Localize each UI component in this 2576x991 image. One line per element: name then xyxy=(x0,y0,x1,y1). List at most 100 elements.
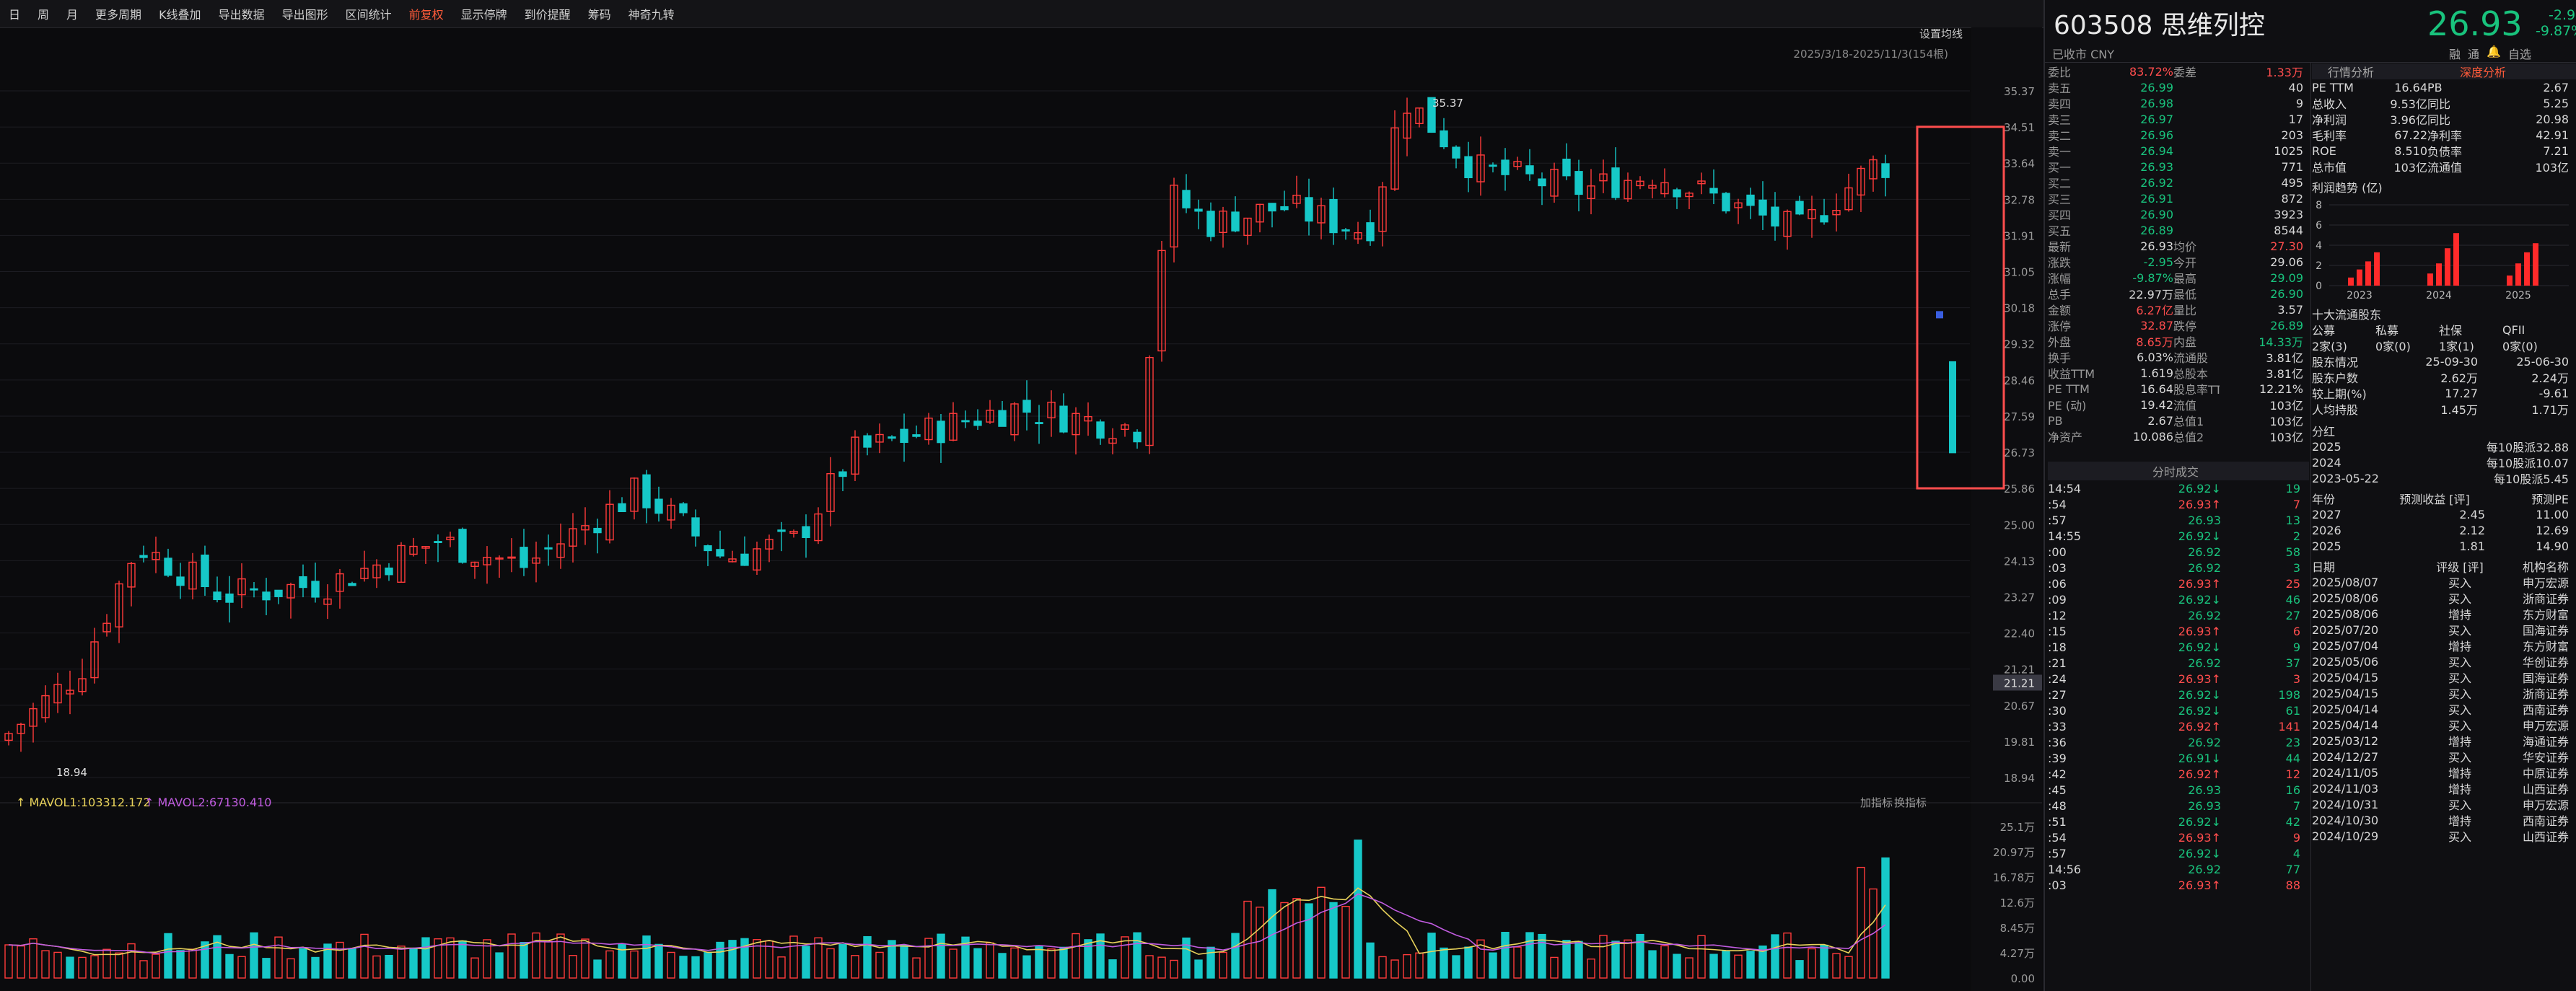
tick-row: :48 26.93 7 xyxy=(2048,798,2309,814)
volume-bar xyxy=(1881,857,1890,979)
cell: 涨跌 xyxy=(2048,256,2072,270)
cell: :00 xyxy=(2048,545,2067,559)
cell: 净利润 xyxy=(2312,113,2347,127)
cell: 14:55 xyxy=(2048,529,2082,543)
dividend-row: 2025 每10股派32.88 xyxy=(2312,439,2576,455)
cell: 机构名称 xyxy=(2522,560,2569,574)
volume-bar xyxy=(139,960,148,979)
selection-box xyxy=(1916,125,2005,490)
volume-bar xyxy=(789,935,798,979)
cell: 103亿 xyxy=(2393,161,2427,175)
candle-body xyxy=(397,545,406,583)
toolbar-item[interactable]: 显示停牌 xyxy=(460,8,507,22)
volume-bar xyxy=(900,945,908,979)
candle-body xyxy=(1795,201,1804,215)
rating-row: 2024/10/31 买入 申万宏源 xyxy=(2312,796,2576,813)
cell: 26.92↓ xyxy=(2178,481,2221,496)
price-tick-label: 25.00 xyxy=(2004,519,2035,532)
volume-bar xyxy=(1133,932,1142,979)
candle-body xyxy=(1403,113,1411,139)
candle-body xyxy=(1820,215,1828,223)
rating-row: 2025/04/15 买入 国海证券 xyxy=(2312,669,2576,686)
cell: 量比 xyxy=(2173,304,2197,317)
cell: 26.93 xyxy=(2140,159,2173,174)
candle-body xyxy=(1427,97,1436,133)
cell: 26.93↑ xyxy=(2178,878,2221,892)
price-tick-label: 31.91 xyxy=(2004,229,2035,242)
candle-body xyxy=(127,563,136,588)
volume-bar xyxy=(1366,942,1375,979)
cell: :45 xyxy=(2048,783,2067,797)
cell: 26.93↑ xyxy=(2178,497,2221,511)
cell: 同比 xyxy=(2427,97,2451,111)
cell: 买入 xyxy=(2448,624,2471,638)
tick-row: :51 26.92↓ 42 xyxy=(2048,814,2309,829)
toolbar-item[interactable]: 导出数据 xyxy=(218,8,265,22)
cell: 26.92↓ xyxy=(2178,846,2221,860)
stat-row: PE TTM 16.64股息率TTM 12.21% xyxy=(2048,381,2309,397)
toolbar-item[interactable]: 导出图形 xyxy=(281,8,328,22)
candle-body xyxy=(1059,405,1068,433)
cell: 1.619 xyxy=(2140,366,2173,380)
tick-row: :33 26.92↑ 141 xyxy=(2048,718,2309,734)
candle-body xyxy=(937,420,945,444)
vol-tick-label: 12.6万 xyxy=(2000,897,2035,909)
price-tick-label: 26.73 xyxy=(2004,446,2035,459)
analysis-tab[interactable]: 深度分析 xyxy=(2460,66,2507,79)
cell: 12.69 xyxy=(2536,523,2569,537)
toolbar-item[interactable]: 月 xyxy=(66,8,79,22)
toolbar-item[interactable]: 更多周期 xyxy=(95,8,142,22)
cell: 东方财富 xyxy=(2522,640,2569,653)
cell: 3 xyxy=(2292,560,2300,575)
volume-bar xyxy=(1611,941,1620,979)
candle-body xyxy=(998,410,1007,427)
cell: 3.81亿 xyxy=(2266,367,2303,381)
volume-bar xyxy=(360,933,369,979)
candle-body xyxy=(1464,156,1473,179)
kline-chart[interactable]: 35.37 34.51 33.64 32.78 31.91 31.05 30.18 29.32… xyxy=(0,27,2042,991)
candle-body xyxy=(520,547,528,568)
toolbar-item[interactable]: 日 xyxy=(9,8,21,22)
cell: :33 xyxy=(2048,719,2067,734)
cell: 103亿 xyxy=(2269,399,2303,413)
cell: 1025 xyxy=(2274,144,2303,158)
toolbar-item[interactable]: 前复权 xyxy=(408,8,444,22)
volume-bar xyxy=(446,937,455,979)
dividend-row: 2024 每10股派10.07 xyxy=(2312,454,2576,471)
volume-bar xyxy=(1096,933,1105,979)
mavol1-line xyxy=(8,887,1886,956)
cell: 卖二 xyxy=(2048,129,2072,143)
toolbar-item[interactable]: K线叠加 xyxy=(159,8,201,22)
cell: 卖四 xyxy=(2048,97,2072,111)
analysis-tab[interactable]: 行情分析 xyxy=(2328,66,2375,79)
volume-bar xyxy=(1550,956,1559,979)
buy-row: 买三 26.91 872 xyxy=(2048,190,2309,207)
candle-body xyxy=(409,545,418,555)
rating-row: 2024/12/27 买入 华安证券 xyxy=(2312,749,2576,765)
buy-row: 买二 26.92 495 xyxy=(2048,175,2309,191)
watch-button[interactable]: 自选 xyxy=(2507,48,2531,61)
candle-body xyxy=(1832,210,1841,216)
price-tick-label: 28.46 xyxy=(2004,374,2035,387)
cell: :54 xyxy=(2048,497,2067,511)
toolbar-item[interactable]: 筹码 xyxy=(587,8,611,22)
volume-bar xyxy=(863,935,872,979)
candle-body xyxy=(642,474,651,508)
toolbar-item[interactable]: 神奇九转 xyxy=(628,8,675,22)
toolbar-item[interactable]: 区间统计 xyxy=(345,8,392,22)
bell-icon[interactable]: 🔔 xyxy=(2487,45,2501,58)
right-panel: 603508 思维列控 26.93 -2.95 -9.87% 已收市 CNY 融… xyxy=(2043,0,2576,991)
volume-bar xyxy=(311,956,320,979)
cell: 2025/04/15 xyxy=(2312,670,2379,684)
cell: 198 xyxy=(2278,687,2300,702)
toolbar-item[interactable]: 到价提醒 xyxy=(524,8,571,22)
toolbar-item[interactable]: 周 xyxy=(38,8,50,22)
cell: 总值1 xyxy=(2173,415,2204,428)
price-tick-label: 31.05 xyxy=(2004,266,2035,279)
cell: 国海证券 xyxy=(2522,671,2569,685)
candle-body xyxy=(1550,169,1559,197)
volume-bar xyxy=(372,955,381,979)
candle-body xyxy=(1206,211,1215,237)
cell: 东方财富 xyxy=(2522,608,2569,622)
volume-bar xyxy=(691,956,700,979)
